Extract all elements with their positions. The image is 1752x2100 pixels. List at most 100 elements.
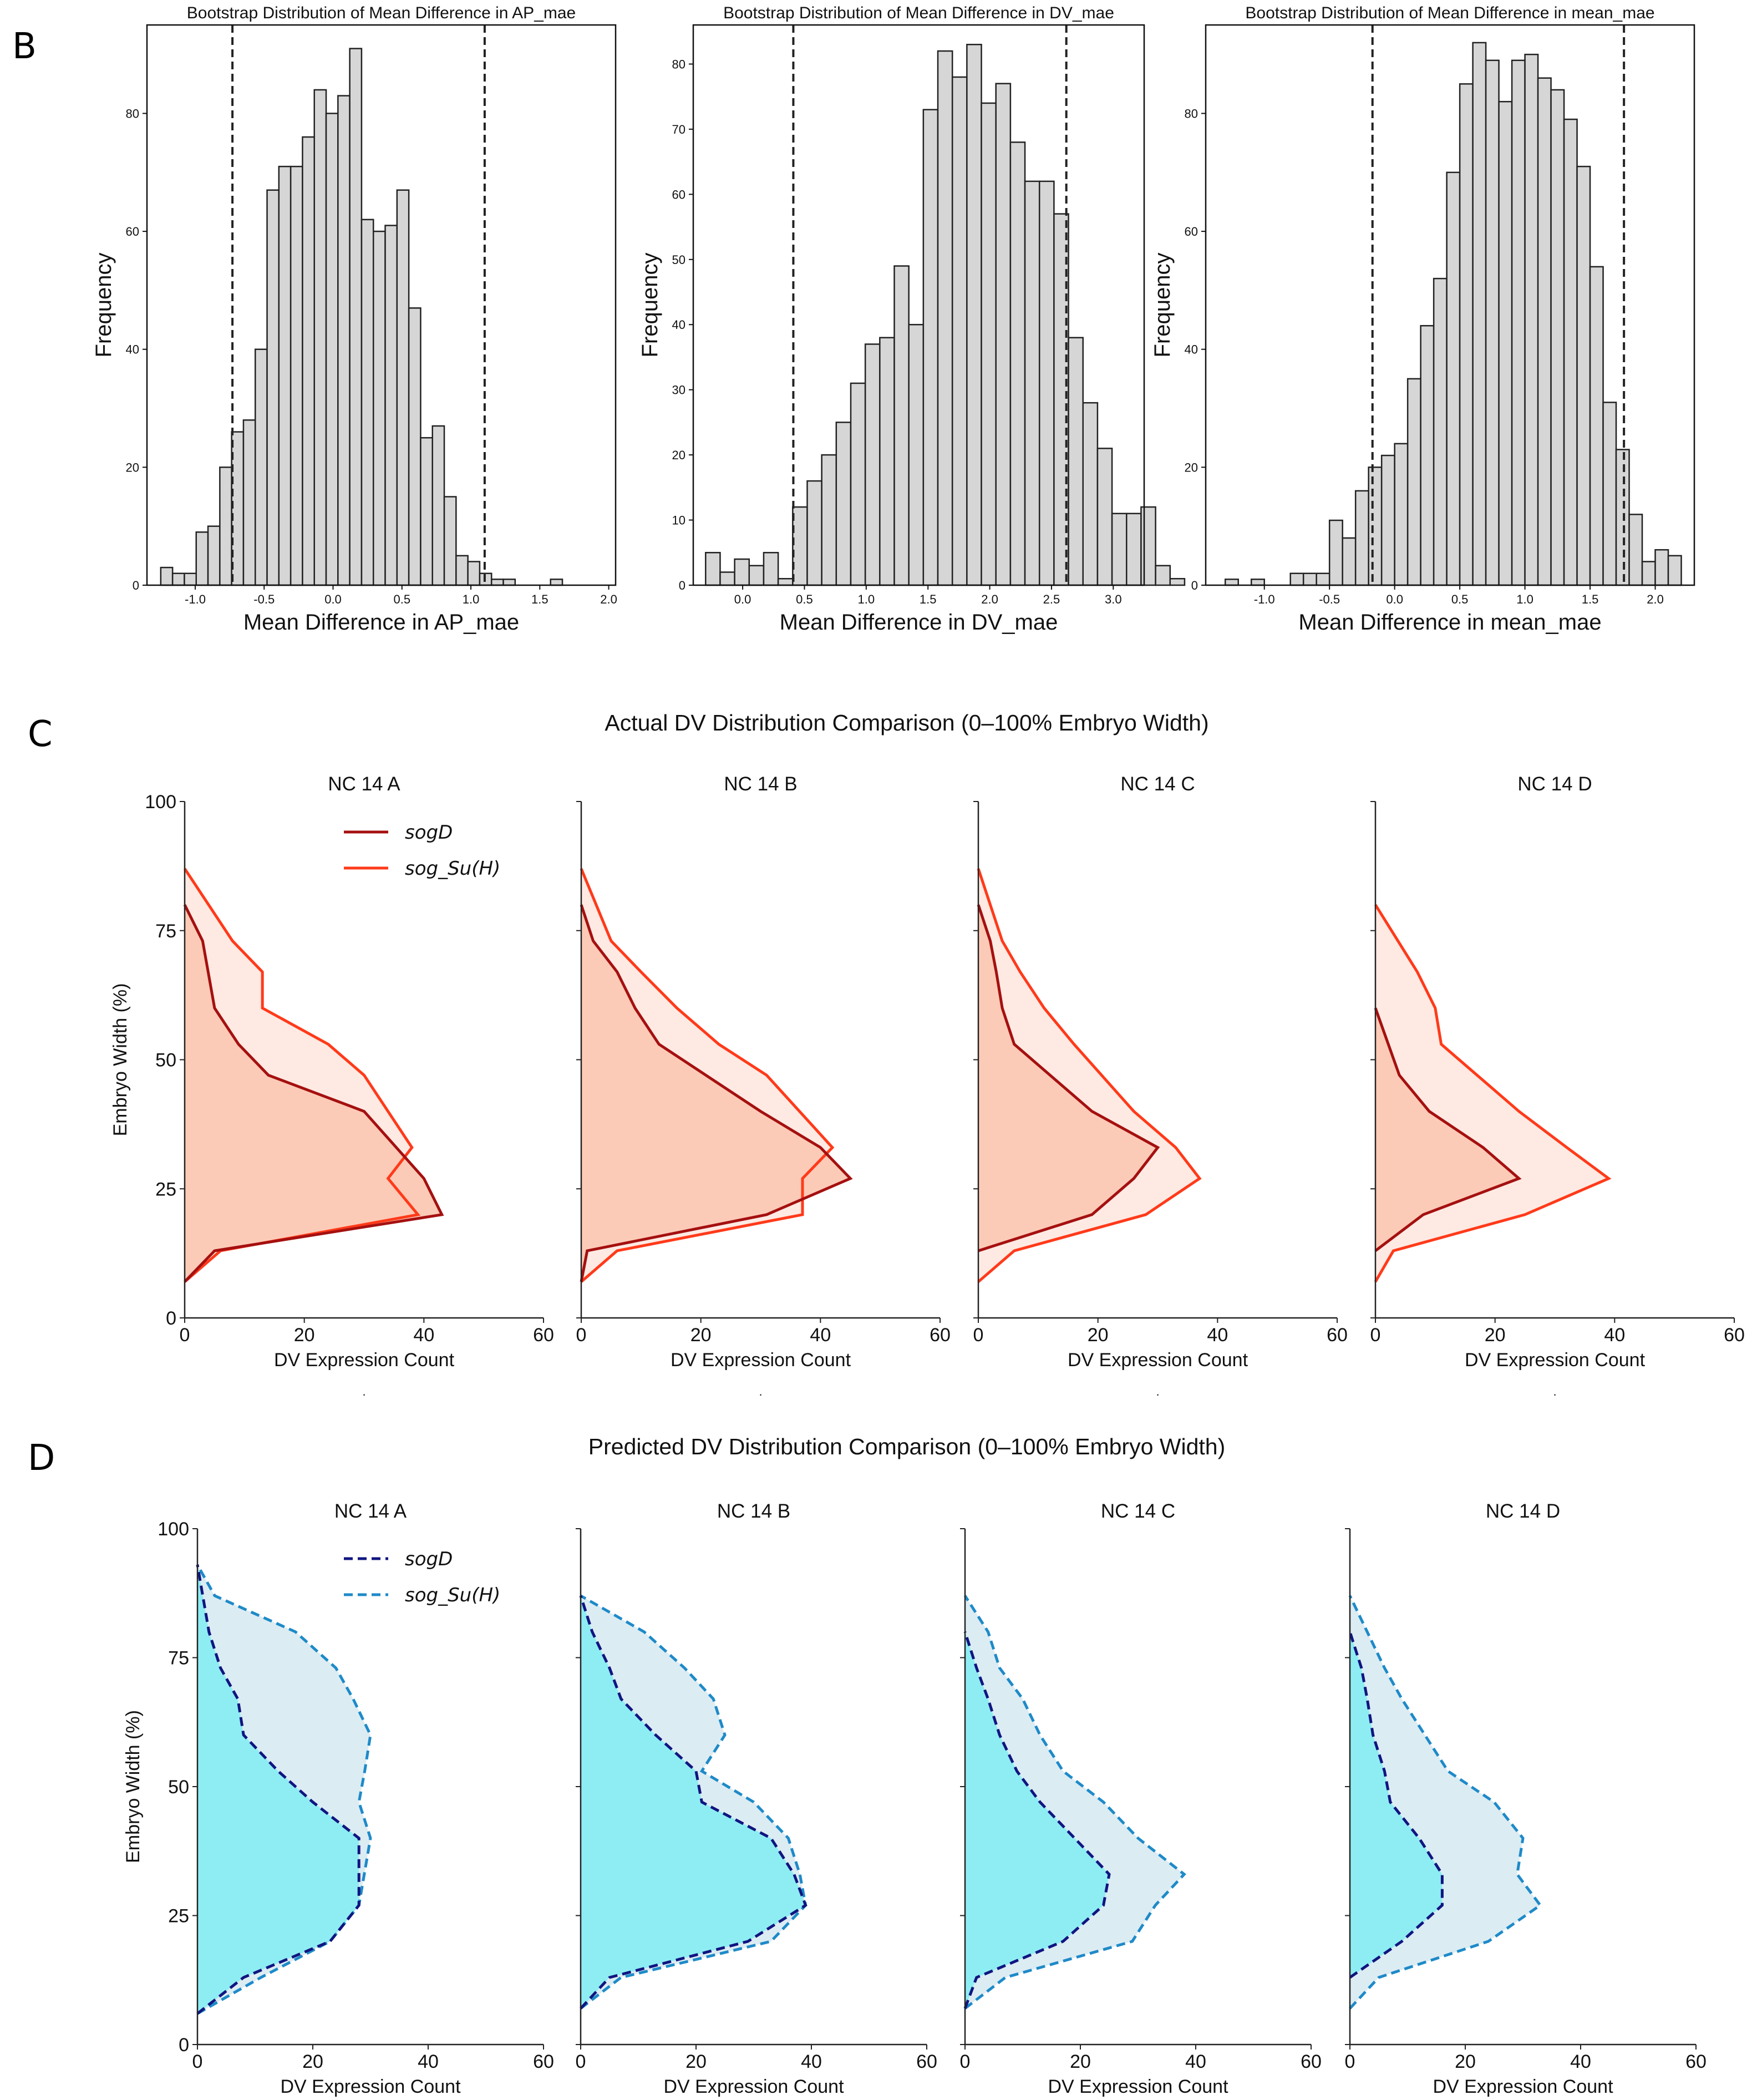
histogram-bar xyxy=(1316,572,1330,586)
panel-title: NC 14 D xyxy=(1517,773,1592,795)
histogram-bar xyxy=(1628,514,1643,586)
x-axis-label: DV Expression Count xyxy=(1465,1350,1646,1371)
sog-suh-line xyxy=(963,1595,1186,2010)
y-axis-label: Frequency xyxy=(1150,253,1175,358)
histogram-bar xyxy=(396,189,410,586)
histogram-bar xyxy=(219,466,232,586)
histogram-bar xyxy=(1654,549,1669,586)
panel-title: NC 14 A xyxy=(328,773,400,795)
y-axis-label: Embryo Width (%) xyxy=(123,1710,144,1863)
x-axis-label: DV Expression Count xyxy=(274,1350,455,1371)
histogram-bar xyxy=(313,89,327,586)
panel-label-d: D xyxy=(28,1438,55,1479)
histogram-bar xyxy=(207,525,221,586)
panel-label-b: B xyxy=(12,26,37,67)
y-tick-label: 40 xyxy=(672,318,685,332)
x-tick-label: 60 xyxy=(1685,2051,1707,2072)
histogram-bar xyxy=(1024,180,1040,586)
histogram-ap-mae: -1.0 -0.5 0.0 0.5 1.0 1.5 2.0 0 20 40 60 80 Bootstra… xyxy=(92,4,617,635)
histogram-title: Bootstrap Distribution of Mean Differenc… xyxy=(723,4,1114,22)
x-tick-label: 0.5 xyxy=(796,592,813,606)
x-tick-label: 40 xyxy=(413,1325,434,1346)
histogram-bar xyxy=(467,561,481,586)
sogd-area xyxy=(1350,1632,1443,1978)
plot-frame xyxy=(692,24,1145,586)
histogram-bar xyxy=(719,571,735,586)
sogd-line xyxy=(579,1595,808,2010)
profile-panel: 0 20 40 60 NC 14 B DV Expression Count. xyxy=(576,773,951,1398)
predicted-section-title: Predicted DV Distribution Comparison (0–… xyxy=(588,1434,1225,1459)
histogram-bar xyxy=(1485,59,1500,586)
histogram-bar xyxy=(1511,59,1526,586)
x-axis-label: DV Expression Count xyxy=(663,2076,844,2097)
y-tick-label: 0 xyxy=(179,2035,189,2056)
histogram-bar xyxy=(266,189,280,586)
x-tick-label: 1.0 xyxy=(1516,592,1533,606)
y-tick-label: 25 xyxy=(168,1906,189,1927)
sogd-area xyxy=(978,905,1158,1251)
histogram-bar xyxy=(1406,378,1421,586)
profile-panel: 0 20 40 60 NC 14 B DV Expression Count xyxy=(576,1500,937,2097)
x-tick-label: 1.5 xyxy=(531,592,549,606)
sog-suh-line xyxy=(977,868,1202,1283)
sogd-line xyxy=(196,1564,360,2015)
sogd-area xyxy=(197,1565,359,2014)
histogram-bar xyxy=(1224,579,1239,586)
sogd-line xyxy=(977,904,1160,1252)
histogram-bar xyxy=(879,337,895,586)
histogram-bar xyxy=(835,422,852,586)
y-tick-label: 50 xyxy=(672,253,685,267)
histogram-bar xyxy=(1368,466,1383,586)
histogram-bar xyxy=(337,95,351,586)
y-tick-label: 0 xyxy=(133,579,139,592)
x-axis-label: Mean Difference in mean_mae xyxy=(1298,610,1601,635)
y-tick-label: 0 xyxy=(166,1308,176,1329)
x-tick-label: 2.0 xyxy=(981,592,998,606)
histogram-bar xyxy=(1068,337,1084,586)
x-tick-label: 0 xyxy=(576,1325,587,1346)
histogram-bar xyxy=(502,579,516,586)
actual-profile-row: 0 20 40 60 0 25 50 75 100 NC 14 A DV Expression Co… xyxy=(110,773,1745,1398)
y-tick-label: 20 xyxy=(1185,460,1198,474)
histogram-bar xyxy=(981,102,997,586)
y-tick-label: 75 xyxy=(155,921,176,942)
histogram-bar xyxy=(748,565,765,586)
histogram-bar xyxy=(734,558,750,586)
histogram-bar xyxy=(1342,537,1357,586)
y-tick-label: 40 xyxy=(1185,343,1198,357)
x-tick-label: 20 xyxy=(1485,1325,1506,1346)
panel-label-c: C xyxy=(28,714,53,755)
histogram-bar xyxy=(1524,53,1539,586)
x-tick-label: 2.0 xyxy=(1647,592,1664,606)
panel-title: NC 14 B xyxy=(724,773,797,795)
y-tick-label: 70 xyxy=(672,123,685,136)
y-tick-label: 40 xyxy=(126,343,139,357)
histogram-dv-mae: 0.0 0.5 1.0 1.5 2.0 2.5 3.0 0 10 20 30 40 50 60 70 80 Bo… xyxy=(638,4,1186,635)
panel-title: NC 14 C xyxy=(1120,773,1195,795)
sogd-line xyxy=(580,904,853,1282)
sogd-area xyxy=(1375,1008,1519,1251)
histogram-bar xyxy=(792,506,808,586)
histogram-bar xyxy=(1394,443,1409,586)
x-tick-label: 0.0 xyxy=(324,592,342,606)
x-tick-label: 1.0 xyxy=(463,592,480,606)
x-tick-label: 1.5 xyxy=(1582,592,1599,606)
histogram-bar xyxy=(1576,165,1591,586)
sog-suh-line xyxy=(580,1594,808,2010)
histogram-bar xyxy=(1472,42,1487,586)
histogram-bar xyxy=(1038,180,1055,586)
actual-section-title: Actual DV Distribution Comparison (0–100… xyxy=(605,710,1208,735)
x-tick-label: 40 xyxy=(810,1325,831,1346)
x-tick-label: 0 xyxy=(180,1325,190,1346)
x-tick-label: 0 xyxy=(960,2051,971,2072)
sog-suh-line xyxy=(1348,1595,1542,2010)
histogram-bar xyxy=(1563,118,1578,586)
profile-panel: 0 20 40 60 NC 14 D DV Expression Count xyxy=(1345,1500,1707,2097)
sogd-area xyxy=(965,1632,1109,2008)
x-tick-label: -1.0 xyxy=(185,592,206,606)
y-tick-label: 80 xyxy=(672,57,685,71)
y-axis-label: Frequency xyxy=(638,253,662,358)
x-tick-label: 0.0 xyxy=(734,592,751,606)
histogram-bar xyxy=(1140,506,1156,586)
plot-frame xyxy=(1205,24,1695,586)
